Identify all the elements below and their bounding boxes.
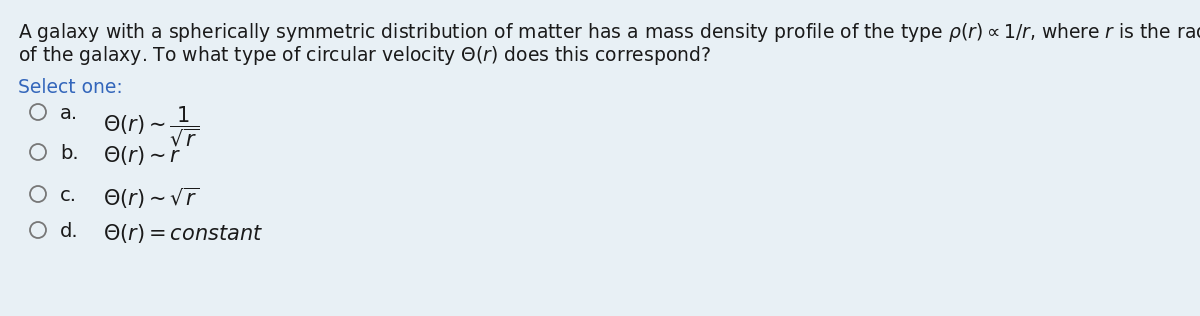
Text: $\Theta(r) \sim \dfrac{1}{\sqrt{r}}$: $\Theta(r) \sim \dfrac{1}{\sqrt{r}}$ — [103, 104, 199, 149]
Text: $\Theta(r) = \mathit{constant}$: $\Theta(r) = \mathit{constant}$ — [103, 222, 263, 245]
Text: b.: b. — [60, 144, 79, 163]
Text: A galaxy with a spherically symmetric distribution of matter has a mass density : A galaxy with a spherically symmetric di… — [18, 21, 1200, 44]
Text: Select one:: Select one: — [18, 78, 122, 97]
Text: c.: c. — [60, 186, 77, 205]
Text: $\Theta(r) \sim r$: $\Theta(r) \sim r$ — [103, 144, 181, 167]
Text: $\Theta(r) \sim \sqrt{r}$: $\Theta(r) \sim \sqrt{r}$ — [103, 186, 199, 211]
Text: d.: d. — [60, 222, 79, 241]
Text: of the galaxy. To what type of circular velocity $\Theta(r)$ does this correspon: of the galaxy. To what type of circular … — [18, 44, 712, 67]
Text: a.: a. — [60, 104, 78, 123]
